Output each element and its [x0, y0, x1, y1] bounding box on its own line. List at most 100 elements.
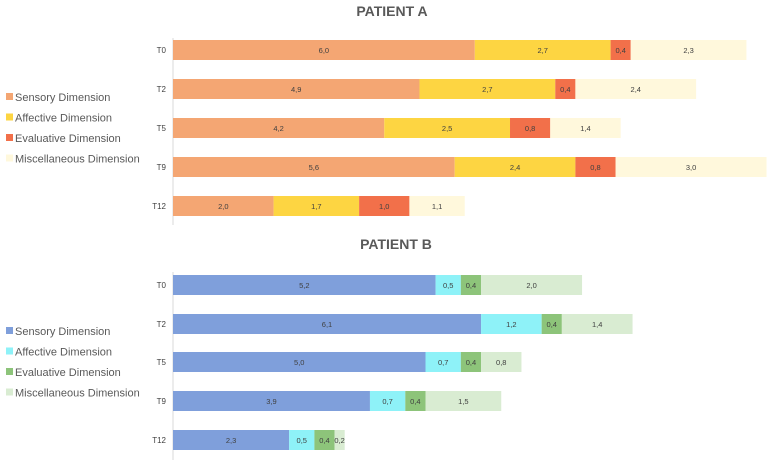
patient-b-bar-t12-series-4: [334, 430, 345, 450]
patient-b-bar-label-t0-series-1: 5,2: [299, 281, 309, 290]
patient-b-bar-label-t5-series-1: 5,0: [294, 358, 304, 367]
patient-b-bar-t2-series-3: [541, 314, 562, 334]
patient-b-title: PATIENT B: [360, 236, 432, 252]
patient-b-legend-label-1: Sensory Dimension: [15, 326, 110, 338]
patient-a-bar-t12-series-1: [173, 196, 274, 216]
patient-a-bar-label-t12-series-3: 1,0: [379, 202, 389, 211]
patient-b-category-label-t5: T5: [157, 358, 167, 367]
patient-a-bar-label-t9-series-2: 2,4: [510, 163, 520, 172]
patient-b-bar-label-t12-series-1: 2,3: [226, 436, 236, 445]
patient-a-bar-label-t12-series-2: 1,7: [311, 202, 321, 211]
patient-b-bar-label-t5-series-2: 0,7: [438, 358, 448, 367]
patient-a-legend-label-4: Miscellaneous Dimension: [15, 154, 140, 166]
patient-a-bar-label-t12-series-4: 1,1: [432, 202, 442, 211]
patient-b-legend-label-2: Affective Dimension: [15, 347, 112, 359]
patient-b-bar-t9-series-2: [369, 391, 406, 411]
patient-b-bar-label-t0-series-4: 2,0: [526, 281, 536, 290]
patient-a-legend-label-1: Sensory Dimension: [15, 92, 110, 104]
patient-a-bar-t9-series-2: [454, 157, 576, 177]
patient-a-bar-label-t2-series-1: 4,9: [291, 85, 301, 94]
patient-a-bar-label-t0-series-3: 0,4: [615, 46, 625, 55]
patient-b-bar-label-t5-series-4: 0,8: [496, 358, 506, 367]
patient-b-bar-label-t9-series-4: 1,5: [458, 397, 468, 406]
patient-a-bar-t5-series-3: [510, 118, 551, 138]
patient-a-legend-swatch-3: [6, 134, 13, 141]
patient-b-bar-t2-series-4: [561, 314, 633, 334]
patient-b-bar-t9-series-1: [173, 391, 370, 411]
patient-b-bar-label-t2-series-1: 6,1: [322, 320, 332, 329]
patient-a-bar-label-t9-series-1: 5,6: [309, 163, 319, 172]
patient-b-bar-label-t0-series-2: 0,5: [443, 281, 453, 290]
patient-a-bar-t9-series-1: [173, 157, 455, 177]
patient-b-panel: PATIENT B T0 5,2 0,5 0,4 2,0 T2 6,1 1,2 0,4 1,4 T5 5…: [6, 236, 633, 460]
patient-a-bar-t2-series-4: [575, 79, 697, 99]
patient-a-bar-t9-series-4: [615, 157, 767, 177]
patient-b-bar-label-t2-series-2: 1,2: [506, 320, 516, 329]
patient-a-bar-t0-series-3: [610, 40, 631, 60]
patient-b-bar-t5-series-2: [425, 352, 461, 372]
patient-b-bar-t0-series-2: [435, 275, 461, 295]
patient-b-bar-t2-series-2: [481, 314, 542, 334]
patient-b-category-label-t9: T9: [157, 397, 167, 406]
patient-a-bar-label-t5-series-2: 2,5: [442, 124, 452, 133]
patient-a-category-label-t2: T2: [157, 85, 167, 94]
patient-a-bar-t12-series-2: [273, 196, 360, 216]
patient-b-bar-t12-series-3: [314, 430, 335, 450]
patient-a-bar-label-t2-series-2: 2,7: [482, 85, 492, 94]
patient-b-legend-label-4: Miscellaneous Dimension: [15, 388, 140, 400]
patient-a-category-label-t9: T9: [157, 163, 167, 172]
patient-a-bar-label-t5-series-3: 0,8: [525, 124, 535, 133]
patient-a-bar-t5-series-2: [384, 118, 511, 138]
patient-b-bar-t0-series-1: [173, 275, 436, 295]
patient-a-bar-t2-series-2: [419, 79, 556, 99]
patient-b-bar-t5-series-4: [481, 352, 522, 372]
patient-a-category-label-t0: T0: [157, 46, 167, 55]
patient-b-legend-swatch-4: [6, 388, 13, 396]
patient-a-bar-t0-series-4: [630, 40, 747, 60]
patient-a-bar-label-t0-series-4: 2,3: [683, 46, 693, 55]
patient-b-bar-label-t12-series-4: 0,2: [334, 436, 344, 445]
patient-b-bar-t0-series-4: [481, 275, 583, 295]
patient-a-bar-label-t9-series-3: 0,8: [590, 163, 600, 172]
patient-a-bar-t9-series-3: [575, 157, 616, 177]
patient-a-bar-t5-series-4: [550, 118, 621, 138]
patient-b-bar-label-t0-series-3: 0,4: [466, 281, 476, 290]
patient-a-bar-t0-series-2: [474, 40, 611, 60]
patient-a-bar-t5-series-1: [173, 118, 385, 138]
patient-b-bar-label-t12-series-3: 0,4: [319, 436, 329, 445]
patient-b-bar-label-t2-series-3: 0,4: [547, 320, 557, 329]
patient-b-bar-label-t9-series-3: 0,4: [410, 397, 420, 406]
patient-a-legend-label-3: Evaluative Dimension: [15, 133, 121, 145]
patient-a-bar-t2-series-3: [555, 79, 576, 99]
patient-b-bar-t0-series-3: [460, 275, 482, 295]
patient-a-legend-label-2: Affective Dimension: [15, 113, 112, 125]
patient-b-bar-label-t9-series-1: 3,9: [266, 397, 276, 406]
patient-a-legend-swatch-2: [6, 113, 13, 121]
patient-a-legend-swatch-4: [6, 154, 13, 162]
patient-a-panel: PATIENT A T0 6,0 2,7 0,4 2,3 T2 4,9 2,7 0,4 2,4 T5 4…: [6, 3, 767, 225]
patient-b-category-label-t2: T2: [157, 320, 167, 329]
patient-b-bar-t5-series-1: [173, 352, 426, 372]
patient-b-bar-label-t9-series-2: 0,7: [382, 397, 392, 406]
patient-a-bar-label-t0-series-2: 2,7: [537, 46, 547, 55]
patient-a-legend-swatch-1: [6, 93, 13, 100]
patient-b-legend-swatch-2: [6, 347, 13, 355]
patient-b-bar-t12-series-2: [289, 430, 315, 450]
patient-b-bar-t12-series-1: [173, 430, 290, 450]
patient-b-legend-swatch-3: [6, 368, 13, 375]
patient-a-bar-label-t2-series-3: 0,4: [560, 85, 570, 94]
patient-b-bar-t2-series-1: [173, 314, 482, 334]
patient-b-bar-label-t2-series-4: 1,4: [592, 320, 602, 329]
patient-b-bar-t9-series-4: [425, 391, 502, 411]
patient-a-category-label-t5: T5: [157, 124, 167, 133]
patient-a-bar-label-t0-series-1: 6,0: [319, 46, 329, 55]
patient-b-legend-label-3: Evaluative Dimension: [15, 367, 121, 379]
patient-b-bar-label-t5-series-3: 0,4: [466, 358, 476, 367]
patient-a-bar-t2-series-1: [173, 79, 420, 99]
patient-a-category-label-t12: T12: [152, 202, 166, 211]
patient-a-bar-t0-series-1: [173, 40, 475, 60]
patient-b-legend-swatch-1: [6, 327, 13, 334]
patient-a-bar-label-t5-series-4: 1,4: [580, 124, 590, 133]
patient-b-bar-t5-series-3: [460, 352, 482, 372]
